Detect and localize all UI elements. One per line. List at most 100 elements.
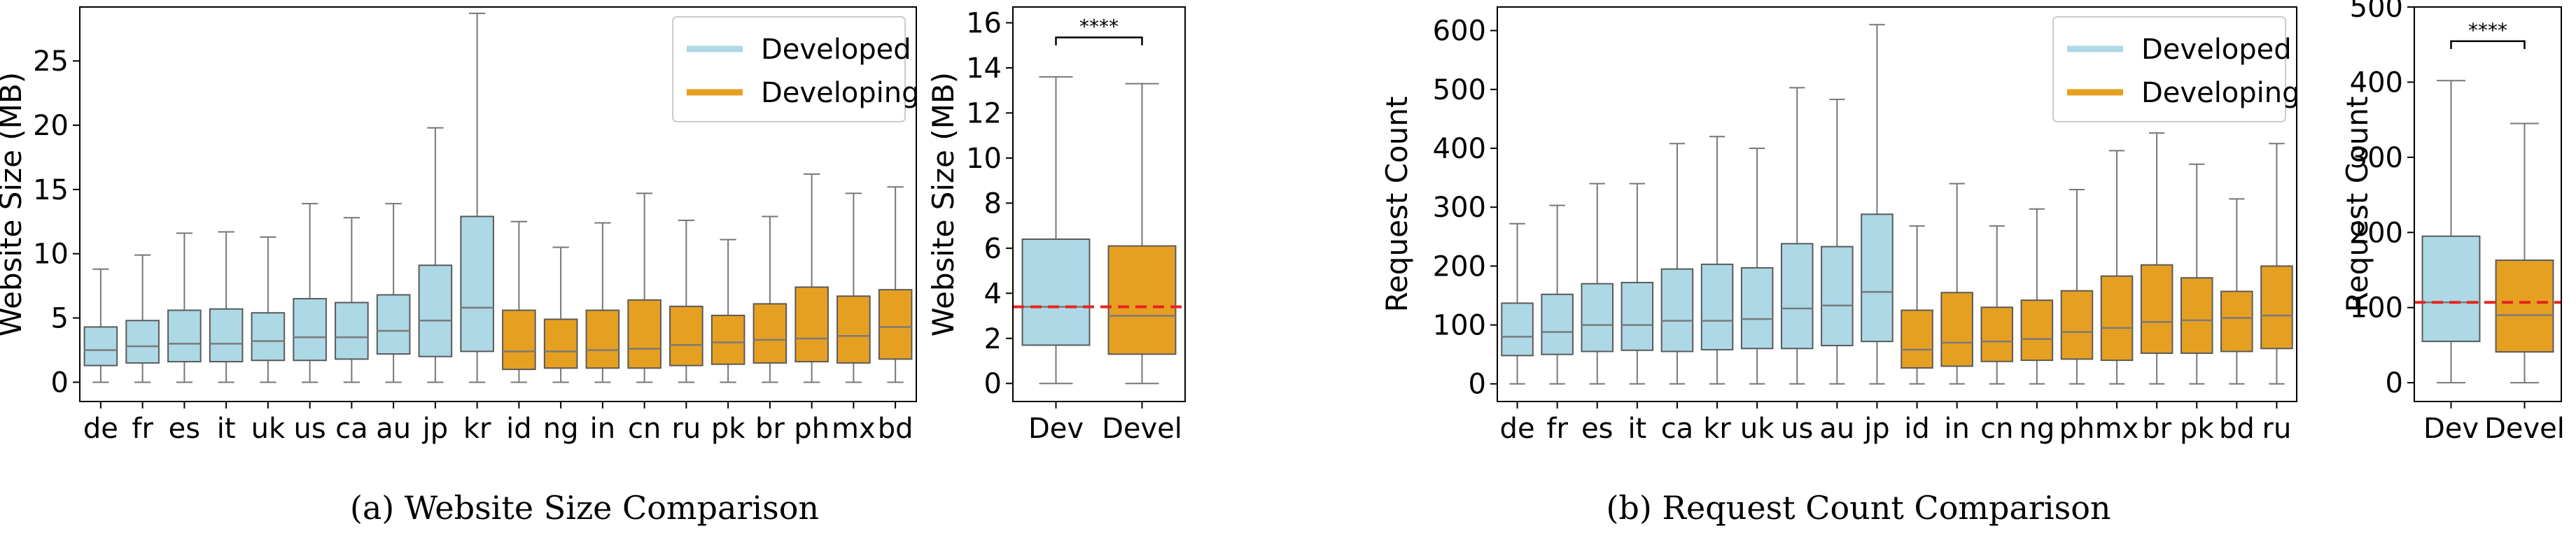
box-fr [1541, 204, 1574, 385]
box-ng [2020, 208, 2054, 385]
y-tick-label: 500 [1433, 74, 1486, 106]
box-body [2260, 265, 2293, 350]
y-tick-label: 0 [2386, 367, 2403, 399]
y-tick-label: 14 [966, 52, 1002, 85]
box-br [752, 215, 788, 383]
box-jp [1861, 24, 1893, 385]
x-tick-label: jp [422, 413, 449, 445]
caption-b: (b) Request Count Comparison [1606, 489, 2110, 527]
y-tick-label: 100 [1433, 310, 1486, 342]
plot-frame [1497, 6, 2297, 402]
box-body [2060, 290, 2094, 360]
box-au [1821, 99, 1854, 385]
box-de [83, 268, 118, 383]
box-body [836, 295, 871, 364]
box-mx [836, 192, 871, 383]
x-tick-label: ca [335, 413, 368, 445]
x-tick-label: fr [1546, 413, 1568, 445]
box-uk [251, 236, 286, 383]
plot-frame [1012, 6, 1186, 402]
legend: Developed Developing [2052, 16, 2300, 122]
y-tick-label: 10 [33, 239, 69, 271]
y-tick-label: 12 [966, 97, 1002, 129]
box-body [1940, 292, 1973, 367]
box-body [585, 309, 620, 369]
box-body [1501, 302, 1534, 357]
legend-label-developing: Developing [2141, 77, 2300, 109]
box-mx [2100, 150, 2134, 385]
y-axis-label: Website Size (MB) [926, 72, 960, 336]
x-tick-label: Dev [2423, 413, 2479, 445]
x-tick-label: ng [543, 413, 579, 445]
legend: Developed Developing [672, 16, 920, 122]
box-body [2495, 260, 2554, 353]
y-tick-label: 100 [2350, 292, 2403, 325]
box-au [376, 203, 411, 383]
x-tick-label: ng [2019, 413, 2054, 445]
x-tick-label: jp [1863, 413, 1890, 445]
box-body [669, 306, 704, 367]
box-body [1660, 268, 1694, 353]
y-tick-label: 0 [984, 368, 1002, 400]
box-Dev [2421, 80, 2481, 384]
box-uk [1740, 148, 1774, 385]
box-body [1541, 293, 1574, 355]
box-us [1780, 87, 1814, 385]
y-tick-label: 5 [51, 303, 69, 335]
box-body [293, 298, 327, 362]
box-body [1821, 246, 1854, 347]
x-tick-label: de [1500, 413, 1535, 445]
box-body [794, 286, 829, 363]
box-body [251, 312, 286, 362]
box-bd [2220, 198, 2253, 385]
box-in [1940, 183, 1973, 385]
box-id [502, 220, 536, 383]
box-body [1581, 283, 1614, 353]
box-id [1900, 225, 1933, 385]
y-axis-label: Request Count [2340, 97, 2374, 313]
box-cn [1980, 225, 2014, 385]
box-body [627, 299, 662, 369]
significance-label: **** [1079, 15, 1119, 38]
box-Devel [2495, 122, 2554, 384]
box-body [418, 264, 453, 357]
box-ru [2260, 143, 2293, 385]
x-tick-label: br [2142, 413, 2171, 445]
box-body [167, 309, 202, 363]
y-tick-label: 600 [1433, 15, 1486, 48]
box-jp [418, 127, 453, 383]
box-body [209, 308, 244, 363]
x-tick-label: au [376, 413, 411, 445]
x-tick-label: Devel [1102, 413, 1182, 445]
box-body [335, 301, 369, 360]
y-tick-label: 200 [2350, 217, 2403, 249]
box-body [2100, 275, 2134, 362]
x-tick-label: ca [1661, 413, 1694, 445]
x-tick-label: id [506, 413, 532, 445]
box-body [2140, 264, 2174, 354]
box-it [1620, 183, 1654, 385]
x-tick-label: bd [2219, 413, 2255, 445]
box-ca [335, 217, 369, 383]
y-tick-label: 500 [2350, 0, 2403, 24]
box-body [1700, 263, 1734, 350]
x-tick-label: in [1944, 413, 1969, 445]
x-tick-label: us [294, 413, 326, 445]
x-tick-label: mx [832, 413, 876, 445]
y-tick-label: 8 [984, 187, 1002, 220]
plot-frame [79, 6, 917, 402]
box-ph [2060, 188, 2094, 385]
box-body [1780, 243, 1814, 350]
box-bd [878, 186, 913, 383]
box-body [1021, 238, 1091, 346]
legend-label-developing: Developing [761, 77, 920, 109]
x-tick-label: es [169, 413, 200, 445]
chart-request-count-by-country: 0 100 200 300 400 500 600 Request Count de fr es it… [1380, 6, 2300, 445]
x-tick-label: ru [671, 413, 701, 445]
box-in [585, 222, 620, 383]
y-axis-label: Website Size (MB) [0, 72, 28, 336]
box-kr [460, 13, 494, 383]
y-tick-label: 300 [2350, 142, 2403, 174]
